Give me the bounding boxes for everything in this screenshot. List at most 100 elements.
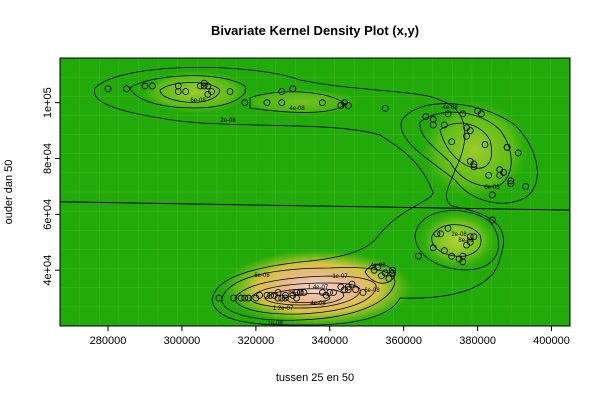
contour-label: 8e-08 xyxy=(458,238,474,244)
x-tick-label: 320000 xyxy=(238,335,275,347)
data-point xyxy=(440,121,448,129)
data-point xyxy=(148,82,156,90)
data-point xyxy=(200,82,208,90)
data-point xyxy=(433,230,441,238)
data-point xyxy=(514,149,522,157)
contour-line xyxy=(221,267,396,321)
data-point xyxy=(485,171,493,179)
contour-line xyxy=(439,122,492,169)
data-point xyxy=(204,82,212,90)
data-point xyxy=(470,233,478,241)
contour-label: 1.2e-07 xyxy=(273,306,294,312)
data-point xyxy=(507,177,515,185)
data-point xyxy=(256,291,263,299)
y-tick-label: 8e+04 xyxy=(42,143,54,174)
data-point xyxy=(230,294,238,302)
data-point xyxy=(381,104,389,112)
contour-label: 1.4e-07 xyxy=(308,285,329,291)
contour-label: 2e-08 xyxy=(451,232,467,238)
data-point xyxy=(282,291,289,299)
contour-line xyxy=(234,275,377,315)
data-point xyxy=(263,291,271,299)
data-point xyxy=(503,143,511,151)
contour-lines xyxy=(93,66,538,326)
x-tick-label: 360000 xyxy=(385,335,422,347)
data-point xyxy=(241,294,249,302)
data-point xyxy=(507,180,515,188)
contour-label: 4e-08 xyxy=(289,106,305,112)
data-point xyxy=(470,163,478,171)
data-point xyxy=(415,252,422,260)
data-point xyxy=(389,266,397,274)
data-point xyxy=(477,110,485,118)
contour-line xyxy=(264,288,345,306)
contour-label: 6e-08 xyxy=(190,98,206,104)
contour-label: 6e-08 xyxy=(364,288,380,294)
data-point xyxy=(466,238,474,246)
data-point xyxy=(241,99,249,107)
contour-label: 4e-08 xyxy=(310,301,326,307)
data-point xyxy=(481,141,489,148)
data-point xyxy=(267,291,275,299)
y-axis: 4e+04 6e+04 8e+04 1e+05 xyxy=(42,87,60,286)
data-point xyxy=(344,286,352,294)
data-point xyxy=(389,269,397,277)
data-point xyxy=(226,88,234,95)
data-point xyxy=(348,280,356,288)
data-point xyxy=(263,99,271,107)
data-point xyxy=(470,160,478,168)
data-point xyxy=(278,88,286,95)
data-point xyxy=(293,294,300,302)
contour-line xyxy=(93,66,504,326)
contour-label: 2e-08 xyxy=(267,321,283,327)
data-point xyxy=(289,85,297,93)
data-point xyxy=(459,258,467,266)
contour-line xyxy=(419,111,512,187)
data-point xyxy=(208,88,215,95)
density-peak-left-upper xyxy=(140,70,250,114)
contour-line xyxy=(249,91,346,113)
data-point xyxy=(330,289,337,296)
data-point xyxy=(429,116,437,123)
data-point xyxy=(174,88,182,95)
data-point xyxy=(459,110,467,118)
x-axis: 280000 300000 320000 340000 360000 380000 4000… xyxy=(90,326,570,347)
plot-frame xyxy=(59,57,571,327)
contour-labels: 2e-08 4e-08 6e-08 4e-08 6e-08 1e-07 8e-0… xyxy=(190,98,500,327)
data-point xyxy=(237,294,245,302)
contour-line xyxy=(431,224,482,257)
chart-title: Bivariate Kernel Density Plot (x,y) xyxy=(211,23,419,38)
x-tick-label: 280000 xyxy=(90,335,127,347)
contour-label: 8e-08 xyxy=(288,290,304,296)
density-peak-right-middle xyxy=(418,210,498,270)
data-point xyxy=(429,244,437,252)
contour-label: 4e-08 xyxy=(442,105,458,111)
data-point xyxy=(429,121,437,129)
y-tick-label: 1e+05 xyxy=(42,87,54,118)
data-point xyxy=(463,132,470,140)
data-point xyxy=(444,224,452,232)
data-point xyxy=(448,252,456,260)
data-point xyxy=(278,99,286,107)
contour-label: 4e-08 xyxy=(370,263,386,269)
data-point xyxy=(488,216,496,224)
data-point xyxy=(381,269,389,277)
x-tick-label: 400000 xyxy=(533,335,570,347)
data-point xyxy=(300,289,308,296)
x-tick-label: 380000 xyxy=(459,335,496,347)
data-point xyxy=(182,88,190,95)
data-point xyxy=(344,102,352,109)
data-point xyxy=(500,169,507,176)
data-point xyxy=(293,289,300,296)
data-point xyxy=(459,252,467,260)
data-point xyxy=(282,294,289,302)
data-point xyxy=(141,82,149,90)
data-point xyxy=(352,286,360,294)
data-point xyxy=(437,230,445,238)
x-tick-label: 340000 xyxy=(311,335,348,347)
contour-line xyxy=(400,103,538,204)
contour-line xyxy=(414,210,499,271)
x-axis-label: tussen 25 en 50 xyxy=(276,372,354,384)
